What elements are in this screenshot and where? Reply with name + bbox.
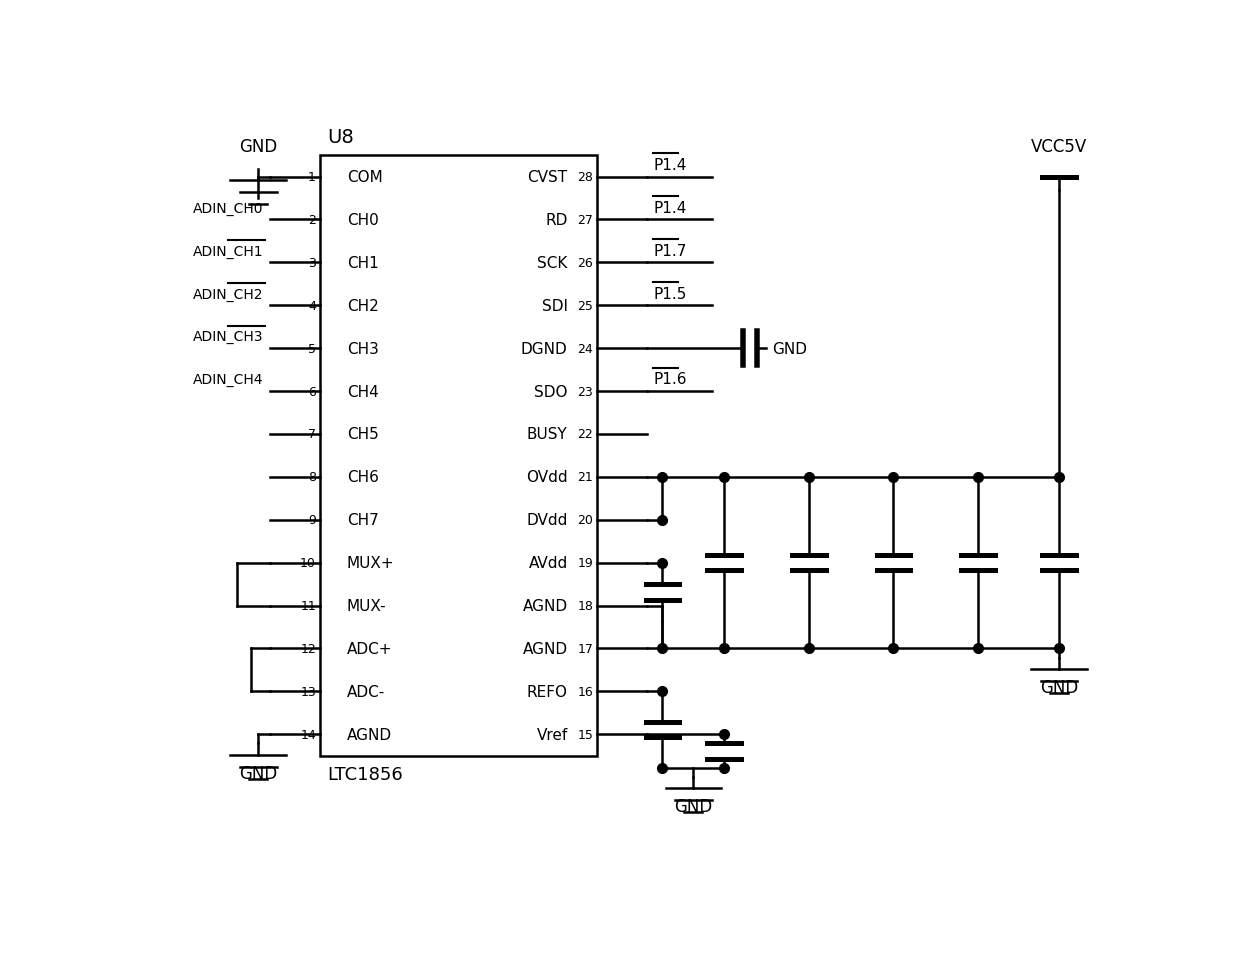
Text: 15: 15 [578,728,593,740]
Text: SDI: SDI [542,298,568,314]
Text: ADIN_CH3: ADIN_CH3 [193,330,264,344]
Text: 2: 2 [308,213,316,227]
Text: CH4: CH4 [347,384,378,399]
Text: 16: 16 [578,685,593,699]
Text: DGND: DGND [521,341,568,356]
Text: 7: 7 [308,428,316,441]
Text: AGND: AGND [522,598,568,614]
Text: 11: 11 [300,599,316,613]
Text: 17: 17 [578,642,593,656]
Text: CH1: CH1 [347,255,378,271]
Text: 26: 26 [578,256,593,270]
Text: U8: U8 [327,128,355,147]
Text: P1.5: P1.5 [653,286,687,301]
Text: 18: 18 [578,599,593,613]
Text: 27: 27 [578,213,593,227]
Text: LTC1856: LTC1856 [327,765,403,783]
Text: 25: 25 [578,299,593,313]
Text: 3: 3 [308,256,316,270]
Text: 8: 8 [308,471,316,484]
Text: 19: 19 [578,557,593,570]
Text: DVdd: DVdd [526,513,568,528]
Text: 6: 6 [308,385,316,398]
Text: 13: 13 [300,685,316,699]
Text: ADIN_CH4: ADIN_CH4 [193,373,264,387]
Text: OVdd: OVdd [526,470,568,485]
Text: CH0: CH0 [347,213,378,228]
Text: AVdd: AVdd [528,556,568,571]
Text: MUX+: MUX+ [347,556,394,571]
Text: 24: 24 [578,342,593,355]
Text: ADIN_CH0: ADIN_CH0 [193,202,264,215]
Text: CH7: CH7 [347,513,378,528]
Text: GND: GND [1040,679,1078,697]
Text: GND: GND [239,138,278,156]
Text: AGND: AGND [347,727,392,742]
Text: VCC5V: VCC5V [1030,138,1087,156]
Text: BUSY: BUSY [527,427,568,442]
Text: 21: 21 [578,471,593,484]
Text: P1.7: P1.7 [653,243,687,258]
Text: CH6: CH6 [347,470,378,485]
Text: 9: 9 [308,514,316,527]
Text: 23: 23 [578,385,593,398]
Text: CH5: CH5 [347,427,378,442]
Text: 1: 1 [308,171,316,184]
Text: SDO: SDO [534,384,568,399]
Text: 20: 20 [578,514,593,527]
Text: CH3: CH3 [347,341,378,356]
Text: GND: GND [675,798,712,816]
Text: CVST: CVST [527,170,568,185]
Text: REFO: REFO [527,684,568,700]
Text: MUX-: MUX- [347,598,387,614]
Text: P1.4: P1.4 [653,200,687,215]
Text: 28: 28 [578,171,593,184]
Text: 5: 5 [308,342,316,355]
Text: P1.4: P1.4 [653,158,687,172]
Text: ADC-: ADC- [347,684,384,700]
Text: RD: RD [546,213,568,228]
Text: Vref: Vref [537,727,568,742]
Text: 14: 14 [300,728,316,740]
Text: AGND: AGND [522,641,568,657]
Text: SCK: SCK [537,255,568,271]
Text: 10: 10 [300,557,316,570]
Text: ADC+: ADC+ [347,641,392,657]
Text: GND: GND [773,341,807,356]
Text: ADIN_CH2: ADIN_CH2 [193,287,264,301]
Text: 4: 4 [308,299,316,313]
Text: COM: COM [347,170,382,185]
Text: 22: 22 [578,428,593,441]
Text: CH2: CH2 [347,298,378,314]
Text: GND: GND [239,764,278,782]
Text: ADIN_CH1: ADIN_CH1 [193,244,264,258]
Bar [320,156,596,756]
Text: P1.6: P1.6 [653,372,687,387]
Text: 12: 12 [300,642,316,656]
